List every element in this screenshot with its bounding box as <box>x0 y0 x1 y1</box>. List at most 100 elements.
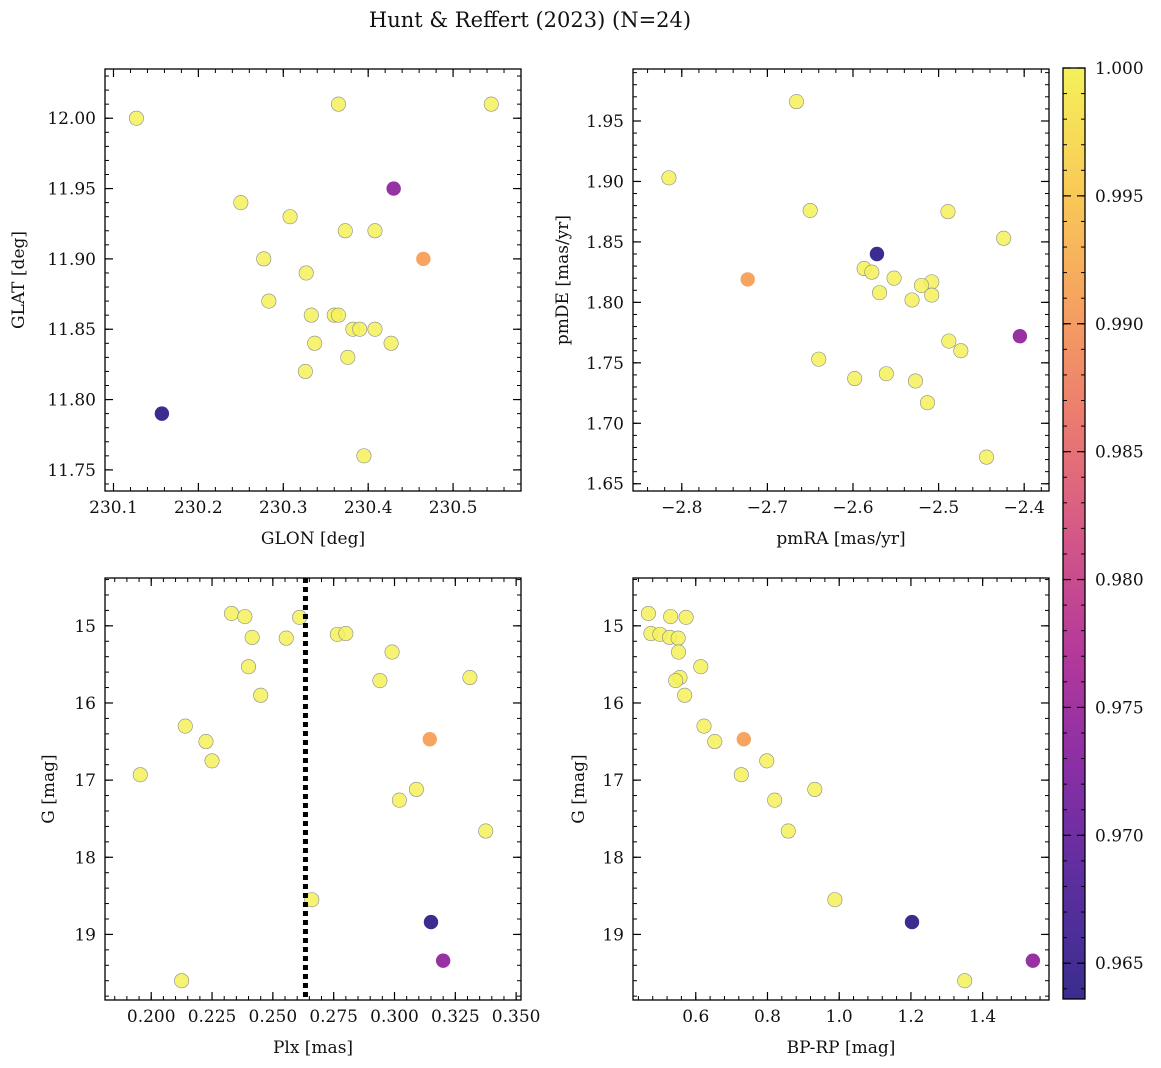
colorbar-tick-label: 0.975 <box>1095 698 1144 718</box>
data-point <box>204 753 220 769</box>
panel-pmra-pmde: −2.8 −2.7 −2.6 −2.5 −2.4 1.65 1.70 1.75 1.80 1.85… <box>553 68 1050 549</box>
y-tick-label: 15 <box>602 617 624 637</box>
data-point <box>367 223 383 239</box>
points-layer <box>640 605 1041 989</box>
data-point <box>372 673 388 689</box>
data-point <box>640 605 656 621</box>
data-point <box>733 767 749 783</box>
y-tick-label: 11.85 <box>47 320 96 340</box>
data-point <box>478 823 494 839</box>
y-tick-label: 1.85 <box>586 233 624 253</box>
y-tick-label: 12.00 <box>47 109 96 129</box>
colorbar-tick-label: 0.980 <box>1095 571 1144 591</box>
y-tick-label: 1.70 <box>586 414 624 434</box>
data-point <box>435 953 451 968</box>
data-point <box>391 792 407 808</box>
data-point <box>740 272 755 287</box>
data-point <box>483 96 499 112</box>
data-point <box>913 277 929 293</box>
data-point <box>957 973 973 989</box>
data-point <box>707 734 723 750</box>
colorbar-tick-label: 0.995 <box>1095 187 1144 207</box>
axes-frame <box>632 68 1050 492</box>
data-point <box>298 265 314 281</box>
axes-frame <box>632 577 1050 1001</box>
points-layer <box>661 94 1028 465</box>
y-tick-label: 16 <box>602 694 624 714</box>
data-point <box>904 914 920 930</box>
y-tick-label: 11.95 <box>47 180 96 200</box>
data-point <box>330 96 346 112</box>
colorbar-gradient <box>1063 68 1085 999</box>
y-tick-label: 19 <box>74 925 96 945</box>
data-point <box>462 670 478 686</box>
colorbar-tick-label: 0.985 <box>1095 443 1144 463</box>
data-point <box>1012 329 1028 344</box>
data-point <box>693 659 709 675</box>
data-point <box>904 292 920 308</box>
axes-frame <box>104 68 522 492</box>
data-point <box>668 673 684 689</box>
points-layer <box>132 605 494 989</box>
data-point <box>384 644 400 660</box>
data-point <box>678 609 694 625</box>
data-point <box>696 718 712 734</box>
x-tick-label: −2.6 <box>832 498 873 518</box>
y-tick-label: 1.95 <box>586 112 624 132</box>
x-tick-label: 0.225 <box>188 1007 237 1027</box>
y-axis-label: pmDE [mas/yr] <box>553 215 573 345</box>
data-point <box>253 687 269 703</box>
data-point <box>352 321 368 337</box>
data-point <box>767 792 783 808</box>
data-point <box>386 181 401 196</box>
data-point <box>953 343 969 359</box>
x-tick-label: 0.325 <box>431 1007 480 1027</box>
data-point <box>423 914 439 930</box>
data-point <box>261 293 277 309</box>
y-tick-label: 19 <box>602 925 624 945</box>
y-tick-label: 11.75 <box>47 461 96 481</box>
x-tick-label: −2.4 <box>1004 498 1045 518</box>
y-tick-label: 17 <box>602 771 624 791</box>
x-tick-label: 230.2 <box>174 498 223 518</box>
data-point <box>340 349 356 365</box>
colorbar-tick-label: 1.000 <box>1095 59 1144 79</box>
y-tick-label: 11.90 <box>47 250 96 270</box>
data-point <box>224 605 240 621</box>
data-point <box>241 659 257 675</box>
data-point <box>307 335 323 351</box>
data-point <box>416 251 431 267</box>
data-point <box>1025 953 1041 968</box>
data-point <box>802 202 818 218</box>
x-tick-label: 230.5 <box>429 498 478 518</box>
data-point <box>869 246 885 262</box>
y-tick-label: 18 <box>74 848 96 868</box>
data-point <box>304 892 320 908</box>
x-tick-label: −2.7 <box>747 498 788 518</box>
data-point <box>907 373 923 389</box>
y-tick-label: 1.75 <box>586 354 624 374</box>
data-point <box>303 307 319 323</box>
colorbar-tick-label: 0.990 <box>1095 315 1144 335</box>
data-point <box>356 448 372 464</box>
colorbar-tick-label: 0.965 <box>1095 954 1144 974</box>
y-axis-label: G [mag] <box>39 754 59 823</box>
data-point <box>886 270 902 286</box>
data-point <box>338 626 354 642</box>
colorbar-frame <box>1062 67 1086 1000</box>
axes-frame <box>104 577 522 1001</box>
y-tick-label: 1.80 <box>586 293 624 313</box>
y-tick-label: 17 <box>74 771 96 791</box>
y-axis-label: G [mag] <box>569 754 589 823</box>
x-axis-label: Plx [mas] <box>273 1038 353 1058</box>
data-point <box>924 287 940 303</box>
figure-title: Hunt & Reffert (2023) (N=24) <box>369 8 691 32</box>
data-point <box>256 251 272 267</box>
y-tick-label: 1.65 <box>586 475 624 495</box>
data-point <box>736 732 752 747</box>
data-point <box>878 366 894 382</box>
panel-glon-glat: 230.1 230.2 230.3 230.4 230.5 11.75 11.80 11.85… <box>9 68 522 549</box>
y-tick-label: 15 <box>74 617 96 637</box>
x-tick-label: 0.200 <box>127 1007 176 1027</box>
